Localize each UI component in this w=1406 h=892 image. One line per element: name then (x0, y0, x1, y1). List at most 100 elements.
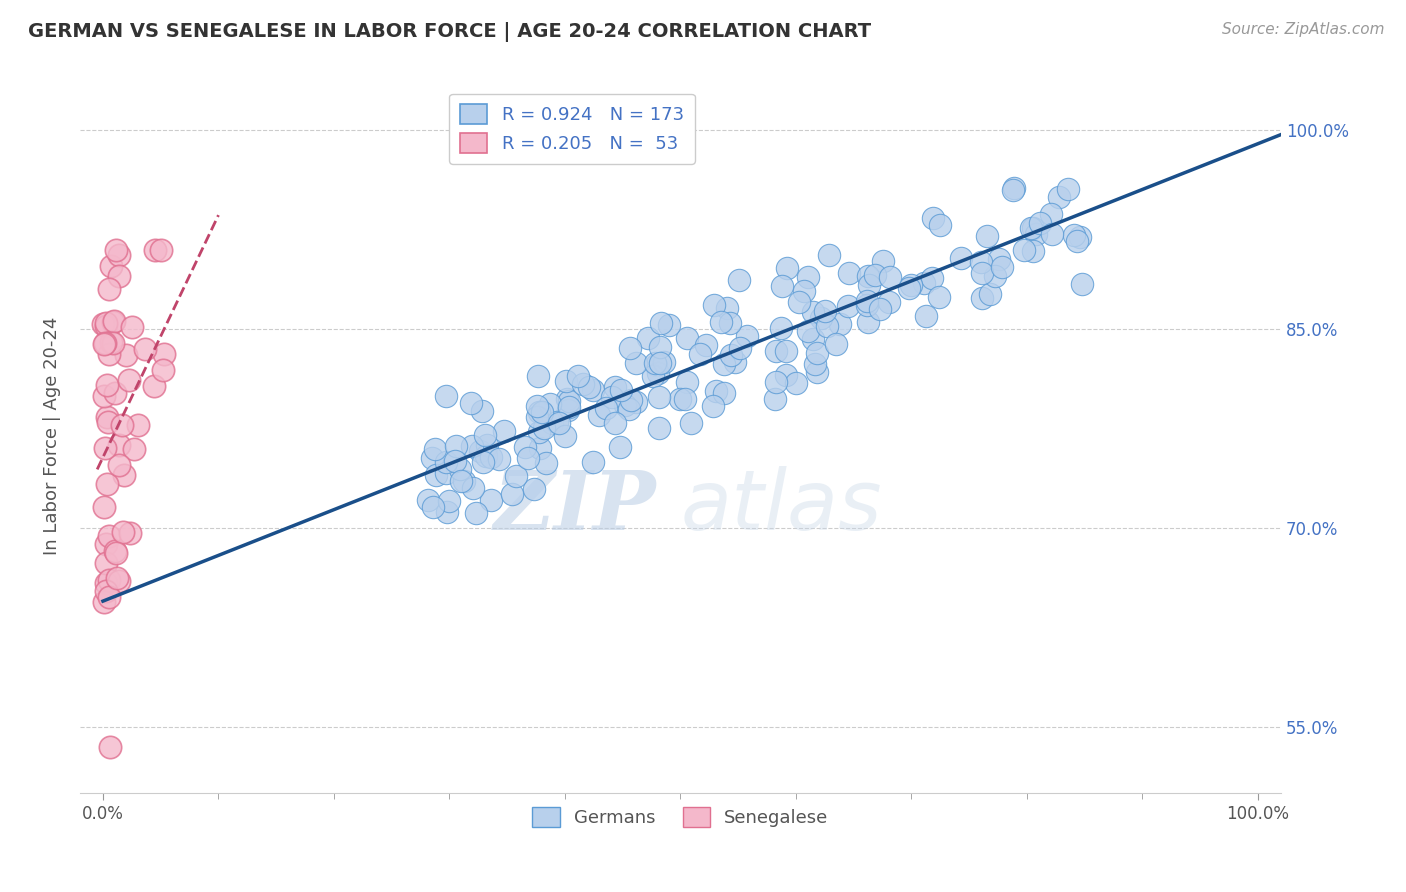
Point (1002, 183, 1025, 197)
Point (471, 455, 494, 469)
Point (152, 347, 174, 361)
Point (637, 331, 659, 345)
Point (837, 299, 859, 313)
Point (475, 438, 498, 452)
Point (609, 440, 631, 454)
Point (94, 316, 117, 330)
Point (118, 373, 141, 387)
Point (619, 342, 641, 356)
Point (702, 399, 724, 413)
Point (970, 266, 993, 280)
Point (152, 362, 174, 376)
Point (793, 284, 815, 298)
Point (675, 375, 697, 389)
Point (915, 310, 938, 324)
Point (1066, 234, 1088, 248)
Text: Source: ZipAtlas.com: Source: ZipAtlas.com (1222, 22, 1385, 37)
Point (620, 393, 643, 408)
Point (644, 356, 666, 370)
Point (658, 318, 681, 332)
Point (479, 450, 502, 464)
Point (912, 277, 935, 291)
Point (111, 417, 134, 432)
Point (1014, 244, 1036, 258)
Point (517, 451, 540, 466)
Point (898, 281, 921, 295)
Point (600, 390, 623, 404)
Point (765, 343, 787, 358)
Point (776, 260, 799, 275)
Point (100, 334, 122, 349)
Point (98, 739, 121, 754)
Point (624, 356, 647, 370)
Point (96, 318, 118, 333)
Point (505, 468, 527, 483)
Point (645, 358, 668, 372)
Point (127, 417, 149, 432)
Point (97, 347, 120, 361)
Point (527, 425, 550, 439)
Point (449, 461, 471, 475)
Point (111, 525, 134, 540)
Point (801, 304, 824, 318)
Point (554, 374, 576, 388)
Point (648, 390, 671, 404)
Point (91, 317, 114, 331)
Point (578, 380, 600, 394)
Point (969, 255, 991, 269)
Point (96, 378, 118, 392)
Point (765, 376, 787, 390)
Point (703, 298, 725, 312)
Point (534, 456, 557, 470)
Point (526, 410, 548, 425)
Point (817, 248, 839, 262)
Point (108, 458, 131, 473)
Point (98, 573, 121, 587)
Point (150, 243, 173, 257)
Point (436, 505, 458, 519)
Point (114, 348, 136, 362)
Point (567, 368, 589, 383)
Point (97, 529, 120, 543)
Point (541, 416, 564, 430)
Point (105, 571, 128, 585)
Point (1029, 217, 1052, 231)
Point (1047, 189, 1070, 203)
Point (112, 467, 135, 482)
Point (515, 440, 537, 454)
Point (928, 290, 950, 304)
Text: GERMAN VS SENEGALESE IN LABOR FORCE | AGE 20-24 CORRELATION CHART: GERMAN VS SENEGALESE IN LABOR FORCE | AG… (28, 22, 872, 42)
Point (96, 410, 118, 425)
Point (101, 315, 124, 329)
Point (617, 402, 640, 417)
Point (1022, 221, 1045, 235)
Point (555, 392, 578, 406)
Point (143, 379, 166, 393)
Point (547, 417, 569, 431)
Point (450, 474, 472, 488)
Point (979, 286, 1001, 301)
Point (785, 376, 807, 390)
Point (422, 451, 444, 466)
Point (529, 442, 551, 456)
Point (96, 476, 118, 491)
Point (93, 389, 115, 403)
Point (1019, 221, 1042, 235)
Point (446, 439, 468, 453)
Point (603, 380, 626, 394)
Point (425, 442, 447, 456)
Point (108, 574, 131, 589)
Point (1069, 230, 1091, 244)
Point (104, 385, 127, 400)
Point (530, 405, 553, 419)
Point (530, 405, 553, 419)
Point (976, 229, 998, 244)
Point (595, 401, 617, 415)
Point (104, 243, 127, 257)
Point (588, 408, 610, 422)
Point (1056, 182, 1078, 196)
Point (1040, 227, 1063, 241)
Point (143, 243, 166, 257)
Point (1063, 228, 1085, 243)
Point (98, 590, 121, 604)
